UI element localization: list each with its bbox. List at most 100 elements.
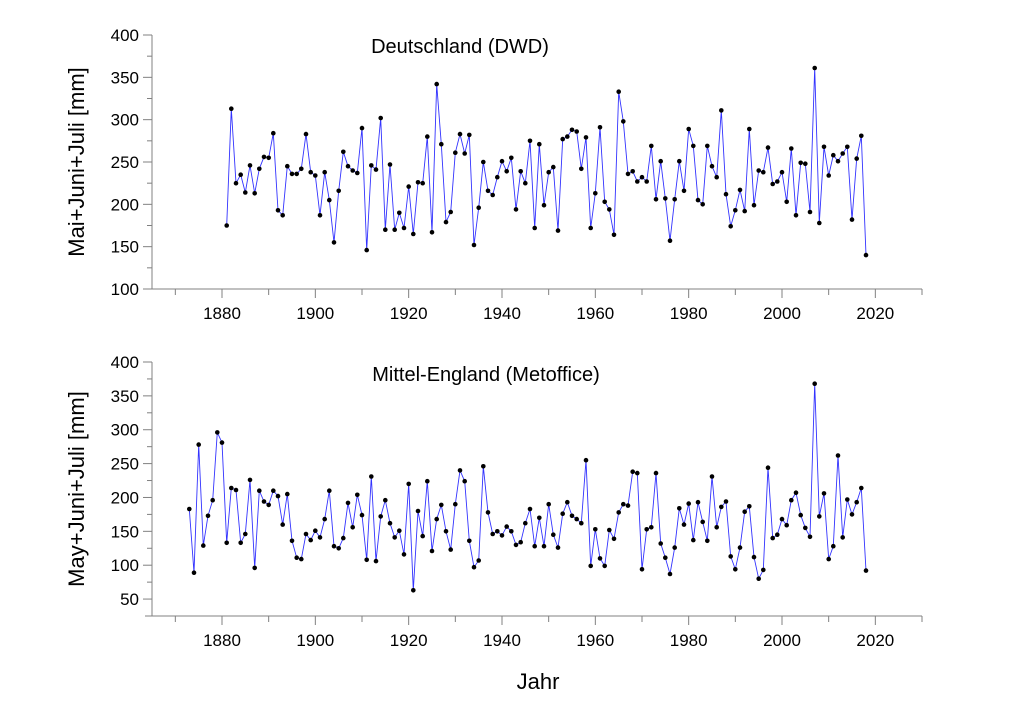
data-point (308, 169, 314, 175)
data-point (504, 169, 510, 174)
data-point (336, 188, 342, 194)
data-point (803, 161, 808, 166)
data-point (663, 196, 668, 201)
x-tick-label: 1900 (296, 631, 334, 650)
data-point (429, 548, 435, 554)
data-point (336, 546, 342, 551)
data-point (807, 534, 813, 540)
data-point (257, 488, 262, 494)
data-point (691, 537, 696, 543)
data-point (742, 509, 747, 514)
data-point (457, 131, 463, 137)
data-point (205, 513, 211, 519)
data-point (532, 225, 537, 231)
data-point (383, 497, 388, 503)
data-point (667, 571, 673, 577)
data-point (761, 567, 766, 573)
data-point (439, 141, 444, 147)
data-point (541, 202, 547, 208)
data-point (345, 500, 351, 506)
data-point (485, 510, 491, 515)
y-tick-label: 350 (111, 387, 139, 406)
data-point (686, 126, 691, 132)
data-point (569, 127, 575, 133)
data-point (775, 532, 780, 537)
data-point (523, 180, 528, 186)
data-point (779, 169, 785, 175)
x-tick-label: 1940 (483, 631, 521, 650)
data-point (639, 174, 645, 180)
data-point (322, 516, 328, 522)
data-point (588, 225, 593, 231)
data-point (835, 453, 841, 458)
data-point (457, 468, 463, 473)
data-point (271, 130, 276, 136)
data-point (406, 184, 412, 189)
data-point (285, 163, 290, 169)
data-point (275, 208, 281, 213)
data-point (691, 143, 696, 149)
data-point (700, 519, 705, 525)
data-point (560, 511, 565, 516)
data-point (261, 499, 267, 504)
y-tick-label: 150 (111, 238, 139, 257)
data-point (579, 520, 584, 526)
x-axis-label: Jahr (517, 669, 560, 694)
data-point (602, 563, 607, 569)
data-point (476, 558, 482, 563)
data-point (275, 493, 281, 499)
data-point (775, 179, 780, 184)
data-point (527, 138, 533, 144)
data-point (765, 145, 771, 150)
data-point (611, 232, 617, 238)
data-point (331, 543, 337, 549)
data-point (812, 65, 817, 71)
y-tick-label: 100 (111, 556, 139, 575)
data-point (733, 567, 738, 572)
data-point (751, 202, 757, 208)
y-tick-label: 300 (111, 111, 139, 130)
data-point (686, 501, 691, 506)
data-point (425, 478, 430, 484)
data-point (219, 440, 225, 445)
data-point (635, 179, 640, 184)
data-point (364, 557, 370, 563)
data-point (551, 532, 556, 537)
x-tick-label: 2000 (763, 631, 801, 650)
data-point (593, 191, 598, 196)
data-point (350, 525, 356, 530)
data-point (854, 499, 859, 505)
data-point (280, 213, 286, 218)
data-point (233, 180, 239, 186)
data-point (765, 465, 771, 471)
data-point (565, 134, 570, 139)
data-point (831, 152, 836, 158)
y-tick-label: 400 (111, 353, 139, 372)
data-point (728, 554, 733, 559)
data-point (467, 538, 472, 544)
data-point (789, 497, 794, 503)
series-line (188, 383, 867, 591)
data-point (243, 531, 248, 537)
data-point (453, 150, 458, 155)
data-point (406, 481, 412, 487)
data-point (840, 151, 845, 156)
data-point (672, 197, 677, 202)
data-point (327, 488, 332, 494)
data-point (859, 485, 864, 491)
data-point (630, 169, 635, 174)
data-point (770, 181, 775, 187)
data-point (667, 238, 673, 243)
data-point (616, 89, 621, 94)
data-point (317, 535, 323, 540)
data-point (625, 503, 631, 508)
data-point (420, 180, 426, 186)
data-point (625, 171, 631, 177)
data-point (630, 469, 635, 475)
data-point (355, 170, 360, 176)
data-point (807, 209, 813, 215)
y-tick-label: 100 (111, 280, 139, 299)
data-point (812, 381, 817, 387)
data-point (541, 543, 547, 549)
data-point (602, 199, 607, 205)
